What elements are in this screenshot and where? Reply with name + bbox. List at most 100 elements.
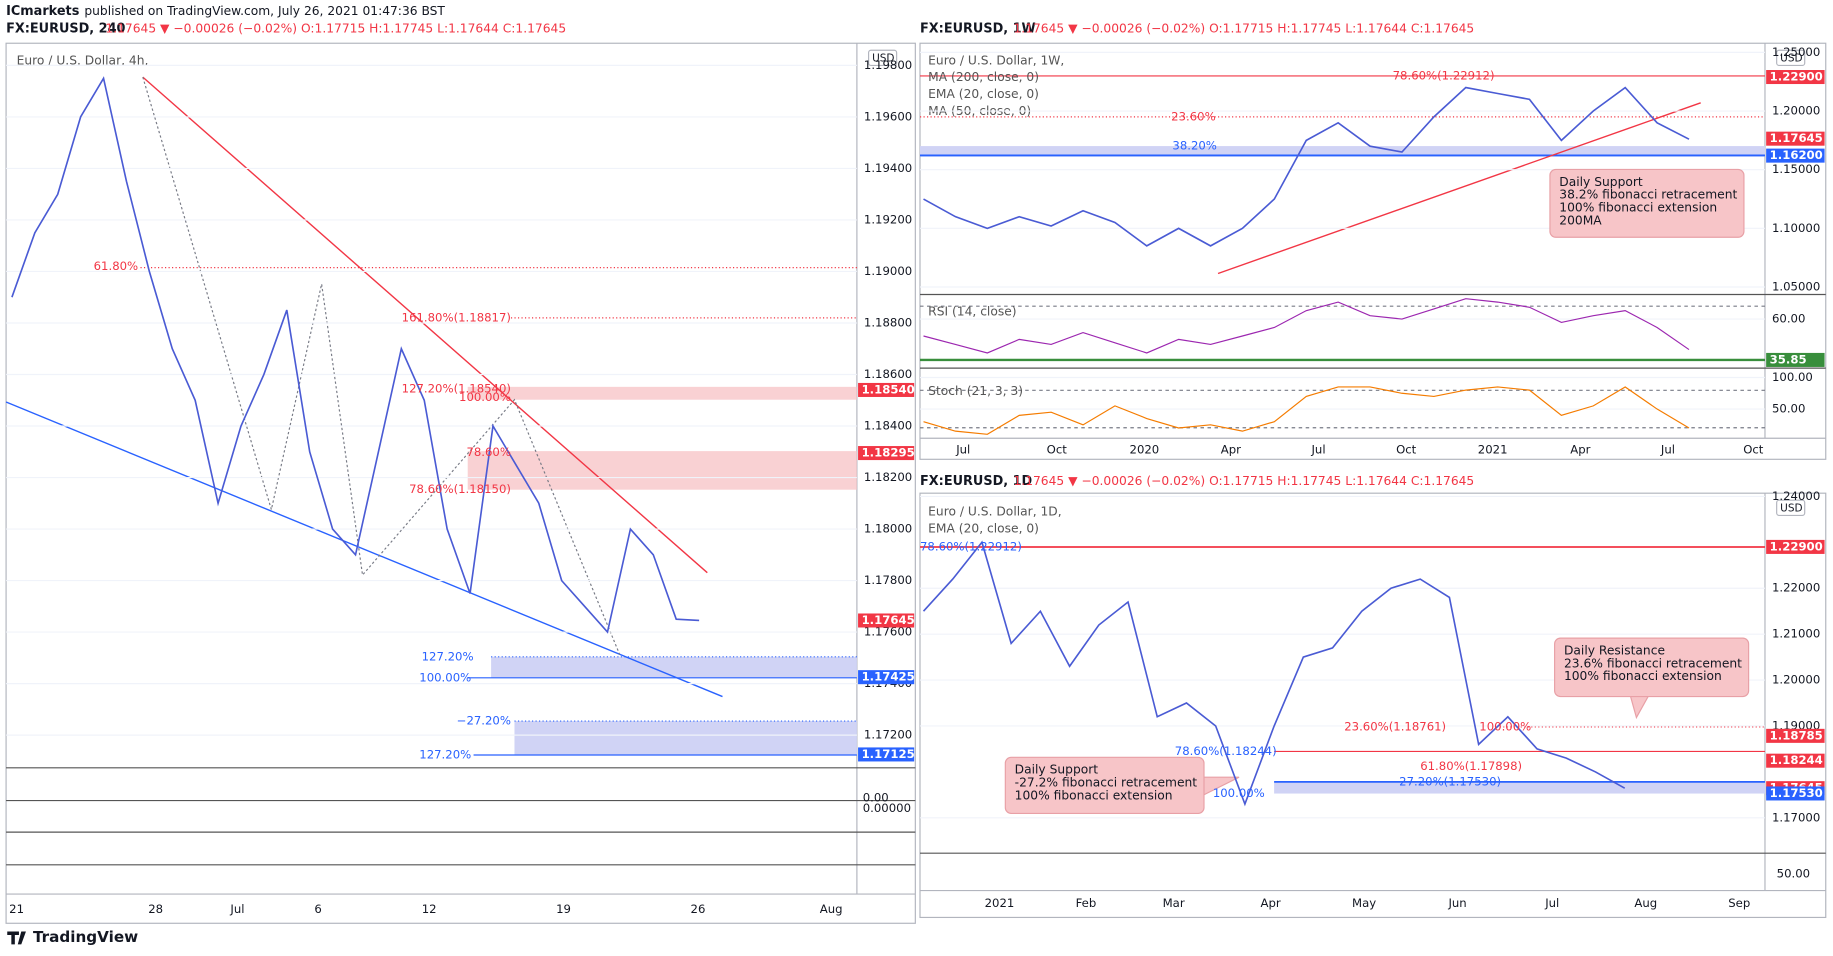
price-tag <box>1766 148 1825 163</box>
annotation: 23.60%(1.18761) <box>1344 719 1446 733</box>
callout-line: Daily Support <box>1015 763 1099 777</box>
legend-entry: EMA (20, close, 0) <box>928 87 1039 101</box>
currency-box <box>867 49 898 67</box>
annotation: 161.80%(1.18817) <box>402 310 511 324</box>
currency-box <box>1776 49 1806 67</box>
x-tick-label: Jul <box>1660 442 1675 456</box>
chart-title: Euro / U.S. Dollar, 1W, <box>928 53 1064 67</box>
y-tick-label: 1.17800 <box>864 573 912 587</box>
annotation: 127.20% <box>419 747 471 761</box>
axis-note: 0.00000 <box>863 801 911 815</box>
x-tick-label: 6 <box>314 902 321 916</box>
price-tag-label: 1.17425 <box>862 670 915 684</box>
callout-line: 200MA <box>1559 213 1602 227</box>
y-tick-label: 50.00 <box>1772 402 1805 416</box>
y-tick-label: 1.20000 <box>1772 673 1820 687</box>
quote: 1.17645 ▼ −0.00026 (−0.02%) O:1.17715 H:… <box>105 22 566 36</box>
y-tick-label: 1.19000 <box>864 264 912 278</box>
pane-title: RSI (14, close) <box>928 305 1016 319</box>
x-tick-label: Jun <box>1447 896 1466 910</box>
annotation: 38.20% <box>1172 139 1217 153</box>
x-tick-label: Aug <box>1634 896 1657 910</box>
panel-frame <box>919 492 1827 919</box>
callout-pointer <box>1630 696 1649 720</box>
y-tick-label: 1.24000 <box>1772 489 1820 503</box>
y-tick-label: 1.22000 <box>1772 581 1820 595</box>
price-line <box>11 76 700 634</box>
symbol: FX:EURUSD, 1W <box>920 22 1036 37</box>
callout-line: 38.2% fibonacci retracement <box>1559 188 1737 202</box>
callout-line: 100% fibonacci extension <box>1015 788 1173 802</box>
callout-line: Daily Resistance <box>1564 643 1665 657</box>
price-tag <box>1766 786 1825 801</box>
annotation: 27.20%(1.17530) <box>1399 774 1501 788</box>
brand: TradingView <box>33 928 138 946</box>
price-tag-label: 1.18540 <box>862 382 915 396</box>
y-tick-label: 1.19400 <box>864 161 912 175</box>
annotation: 78.60%(1.18244) <box>1175 744 1277 758</box>
price-tag <box>858 446 915 461</box>
legend-entry: EMA (20, close, 0) <box>928 521 1039 535</box>
x-tick-label: 2021 <box>1478 442 1508 456</box>
zone <box>467 386 857 400</box>
callout-line: 100% fibonacci extension <box>1564 669 1722 683</box>
chart-title: Euro / U.S. Dollar, 1D, <box>928 504 1061 518</box>
axis-note: 0.00 <box>863 791 889 805</box>
annotation: 61.80% <box>94 259 139 273</box>
zone <box>1274 781 1765 794</box>
price-tag-label: 1.18295 <box>862 446 915 460</box>
y-tick-label: 1.21000 <box>1772 627 1820 641</box>
currency: USD <box>1780 52 1802 64</box>
price-tag-label: 1.17530 <box>1770 786 1823 800</box>
annotation: 127.20% <box>422 649 474 663</box>
y-tick-label: 1.17600 <box>864 625 912 639</box>
price-tag-label: 1.18244 <box>1770 753 1823 767</box>
x-tick-label: Apr <box>1261 896 1281 910</box>
annotation: 78.60%(1.22912) <box>1393 68 1495 82</box>
currency-box <box>1776 499 1806 516</box>
y-tick-label: 1.25000 <box>1772 45 1820 59</box>
price-line <box>923 298 1690 354</box>
y-tick-label: 1.10000 <box>1772 221 1820 235</box>
x-tick-label: Jul <box>1544 896 1559 910</box>
y-tick-label: 1.18600 <box>864 367 912 381</box>
zone <box>514 721 857 755</box>
annotation: 78.60% <box>466 445 511 459</box>
callout <box>1549 168 1745 238</box>
panel-frame <box>5 42 916 924</box>
zone <box>920 146 1765 157</box>
callout-line: Daily Support <box>1559 175 1643 189</box>
annotation: 100.00% <box>419 670 471 684</box>
currency: USD <box>872 52 894 64</box>
price-line <box>923 386 1690 435</box>
currency: USD <box>1780 502 1802 514</box>
x-tick-label: 19 <box>556 902 571 916</box>
price-tag <box>1766 70 1825 85</box>
trendline <box>142 76 708 574</box>
y-tick-label: 1.05000 <box>1772 280 1820 294</box>
x-tick-label: Jul <box>1310 442 1325 456</box>
price-line <box>923 86 1690 247</box>
y-tick-label: 1.19600 <box>864 109 912 123</box>
y-tick-label: 1.15000 <box>1772 162 1820 176</box>
x-tick-label: 2021 <box>985 896 1015 910</box>
x-tick-label: Oct <box>1396 442 1417 456</box>
callout-line: 100% fibonacci extension <box>1559 201 1717 215</box>
y-tick-label: 60.00 <box>1772 312 1805 326</box>
osc-bands <box>920 305 1765 429</box>
price-tag <box>858 747 915 762</box>
published: published on TradingView.com, July 26, 2… <box>84 4 445 18</box>
x-tick-label: Jul <box>955 442 970 456</box>
price-tag-label: 1.17645 <box>1770 131 1823 145</box>
x-tick-label: Jul <box>229 902 244 916</box>
x-tick-label: Sep <box>1728 896 1750 910</box>
publisher: ICmarkets <box>6 4 80 19</box>
quote: 1.17645 ▼ −0.00026 (−0.02%) O:1.17715 H:… <box>1014 474 1475 488</box>
symbol: FX:EURUSD, 1D <box>920 474 1032 489</box>
x-tick-label: 26 <box>691 902 706 916</box>
x-tick-label: Aug <box>820 902 843 916</box>
x-tick-label: Oct <box>1047 442 1068 456</box>
x-tick-label: Apr <box>1221 442 1241 456</box>
pane-title: Stoch (21, 3, 3) <box>928 384 1023 398</box>
y-tick-label: 1.19800 <box>864 58 912 72</box>
